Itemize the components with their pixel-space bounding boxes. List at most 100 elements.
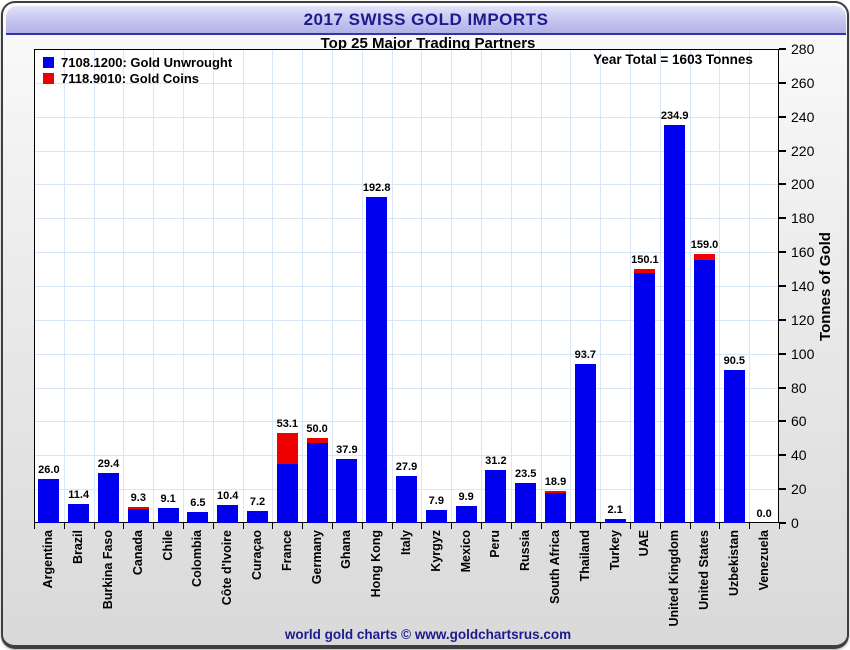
y-tick-label: 260 — [791, 74, 815, 91]
x-tick-label: Kyrgyz — [428, 530, 443, 572]
x-tick-mark — [332, 523, 333, 529]
y-tick-label: 100 — [791, 345, 815, 362]
bar-value-label: 159.0 — [690, 238, 719, 251]
x-tick-mark — [779, 523, 780, 529]
gridline-v — [570, 50, 572, 522]
bar-segment-unwrought — [98, 473, 119, 523]
legend-item-coins: 7118.9010: Gold Coins — [43, 70, 232, 86]
y-tick-mark — [779, 386, 786, 389]
bar-segment-unwrought — [157, 507, 179, 523]
x-tick-mark — [63, 523, 65, 529]
x-tick-label: Brazil — [71, 530, 86, 565]
bar-value-label: 9.1 — [160, 492, 176, 505]
x-tick-mark — [630, 523, 631, 529]
y-tick-label: 0 — [791, 515, 799, 531]
gridline-v — [63, 50, 65, 522]
gridline-v — [451, 50, 453, 522]
bar-value-label: 192.8 — [362, 181, 391, 194]
x-tick-label: South Africa — [548, 530, 562, 604]
year-total-annotation: Year Total = 1603 Tonnes — [593, 52, 753, 67]
page-title: 2017 SWISS GOLD IMPORTS — [303, 9, 549, 29]
bar-value-label: 29.4 — [97, 458, 120, 471]
x-tick-mark — [600, 523, 602, 529]
gridline-v — [600, 50, 602, 522]
gridline-h — [35, 116, 778, 118]
y-axis-title: Tonnes of Gold — [816, 231, 834, 341]
x-tick-label: Turkey — [607, 530, 622, 571]
y-tick-mark — [779, 285, 786, 287]
x-tick-mark — [510, 523, 512, 529]
y-tick-label: 240 — [791, 108, 815, 125]
bar-segment-unwrought — [723, 369, 745, 523]
y-tick-mark — [779, 251, 786, 254]
x-tick-mark — [302, 523, 304, 529]
gridline-v — [242, 50, 244, 522]
x-tick-mark — [570, 523, 572, 529]
y-tick-mark — [779, 454, 786, 457]
x-tick-mark — [153, 523, 155, 529]
bar-value-label: 18.9 — [544, 476, 567, 488]
bar-value-label: 150.1 — [631, 253, 659, 266]
x-tick-mark — [272, 523, 274, 529]
bar-value-label: 27.9 — [395, 460, 418, 473]
x-tick-mark — [391, 523, 393, 529]
y-tick-mark — [779, 183, 786, 186]
y-tick-mark — [779, 48, 786, 50]
gridline-v — [212, 50, 214, 522]
gridline-v — [540, 50, 542, 522]
gridline-h — [35, 421, 778, 423]
x-tick-label: Germany — [309, 530, 324, 585]
bar-value-label: 9.3 — [130, 492, 146, 505]
y-tick-mark — [779, 352, 786, 355]
x-tick-mark — [749, 523, 751, 529]
x-tick-label: United Kingdom — [667, 530, 682, 627]
bar-value-label: 37.9 — [336, 443, 358, 456]
gridline-h — [35, 218, 778, 220]
bar-value-label: 26.0 — [38, 463, 60, 476]
bar-segment-unwrought — [515, 483, 537, 523]
legend-label-unwrought: 7108.1200: Gold Unwrought — [61, 54, 233, 70]
bar-value-label: 9.9 — [458, 491, 474, 504]
y-tick-label: 120 — [791, 311, 815, 328]
x-tick-mark — [361, 523, 363, 529]
gridline-v — [302, 50, 304, 522]
bar-value-label: 7.9 — [428, 494, 444, 507]
gridline-v — [183, 50, 184, 522]
y-tick-label: 80 — [791, 379, 807, 396]
bar-segment-unwrought — [306, 443, 328, 523]
gridline-h — [35, 286, 778, 287]
bar-value-label: 2.1 — [607, 504, 623, 517]
bar-segment-unwrought — [336, 458, 358, 523]
x-tick-label: Burkina Faso — [101, 530, 115, 610]
bar-segment-unwrought — [187, 511, 209, 523]
y-tick-mark — [779, 420, 786, 423]
bar-value-label: 50.0 — [306, 423, 328, 436]
gridline-h — [35, 82, 778, 84]
gridline-h — [35, 455, 778, 457]
gridline-v — [93, 50, 95, 522]
legend-item-unwrought: 7108.1200: Gold Unwrought — [43, 54, 232, 70]
y-tick-mark — [779, 217, 786, 220]
x-tick-mark — [451, 523, 453, 529]
bar-value-label: 31.2 — [485, 455, 507, 468]
gridline-h — [35, 184, 778, 186]
x-tick-mark — [212, 523, 214, 529]
bar-value-label: 6.5 — [190, 496, 206, 509]
bar-segment-unwrought — [485, 470, 507, 523]
bar-value-label: 53.1 — [276, 418, 299, 431]
gridline-v — [689, 50, 691, 522]
y-tick-mark — [779, 318, 786, 321]
x-tick-mark — [183, 523, 184, 529]
x-tick-label: Thailand — [577, 530, 592, 582]
bar-value-label: 234.9 — [660, 110, 689, 123]
bar-segment-unwrought — [68, 503, 90, 523]
x-tick-label: Peru — [488, 530, 503, 558]
x-tick-label: Venezuela — [756, 530, 771, 591]
x-tick-mark — [421, 523, 423, 529]
gridline-v — [272, 50, 274, 522]
gridline-h — [35, 150, 778, 152]
x-tick-label: Curaçao — [250, 530, 264, 581]
bar-value-label: 23.5 — [514, 468, 537, 481]
y-tick-label: 220 — [791, 142, 815, 159]
